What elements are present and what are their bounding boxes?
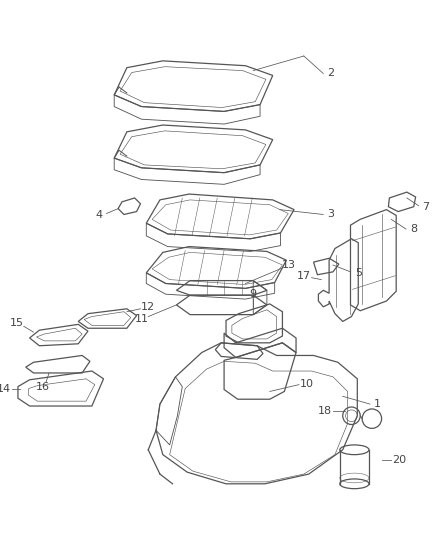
Text: 2: 2 bbox=[328, 69, 335, 78]
Text: 5: 5 bbox=[355, 268, 362, 278]
Text: 18: 18 bbox=[318, 406, 332, 416]
Text: 7: 7 bbox=[422, 201, 429, 212]
Ellipse shape bbox=[340, 479, 369, 489]
Text: 3: 3 bbox=[328, 209, 335, 220]
Text: 14: 14 bbox=[0, 384, 11, 394]
Text: 1: 1 bbox=[374, 399, 381, 409]
Text: 20: 20 bbox=[392, 455, 406, 464]
Text: 8: 8 bbox=[410, 224, 417, 234]
Ellipse shape bbox=[340, 445, 369, 455]
Text: 17: 17 bbox=[297, 271, 311, 281]
Text: 15: 15 bbox=[10, 318, 24, 328]
Circle shape bbox=[343, 407, 360, 424]
Text: 10: 10 bbox=[300, 378, 314, 389]
Text: 4: 4 bbox=[95, 211, 102, 221]
Text: 16: 16 bbox=[36, 382, 50, 392]
Text: 12: 12 bbox=[141, 302, 155, 312]
Text: 13: 13 bbox=[282, 260, 296, 270]
Text: 9: 9 bbox=[250, 289, 257, 299]
Text: 11: 11 bbox=[134, 313, 148, 324]
